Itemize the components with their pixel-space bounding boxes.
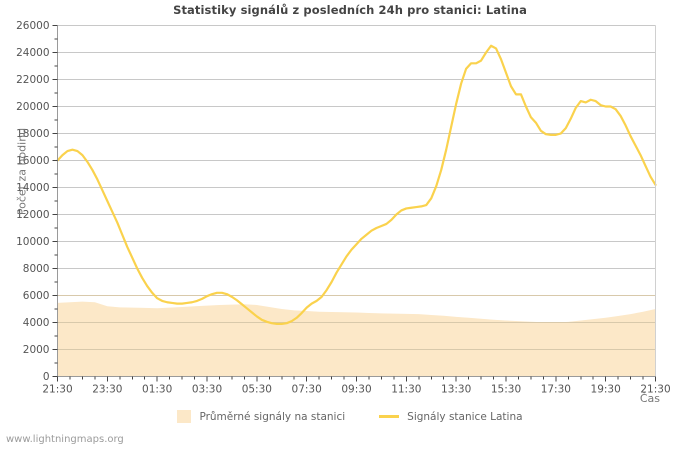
area-series-average-signals [57,295,656,377]
svg-text:03:30: 03:30 [192,384,222,396]
svg-text:14000: 14000 [16,182,49,194]
svg-text:26000: 26000 [16,20,49,32]
svg-text:2000: 2000 [23,344,50,356]
chart-title: Statistiky signálů z posledních 24h pro … [173,3,527,17]
y-axis-label: Počet za hodinu [15,127,29,216]
svg-text:20000: 20000 [16,101,49,113]
svg-text:24000: 24000 [16,47,49,59]
svg-text:12000: 12000 [16,209,49,221]
chart-legend: Průměrné signály na stanici Signály stan… [0,410,700,423]
svg-text:4000: 4000 [23,317,50,329]
legend-swatch-area-icon [177,410,192,423]
y-axis-ticks: 0 2000 4000 6000 8000 10000 12000 14000 16000 180… [16,20,58,383]
svg-text:10000: 10000 [16,236,49,248]
legend-item-station-latina[interactable]: Signály stanice Latina [379,410,523,423]
x-axis-label: Čas [639,392,660,405]
svg-text:13:30: 13:30 [441,384,471,396]
svg-text:05:30: 05:30 [242,384,272,396]
legend-item-average-signals[interactable]: Průměrné signály na stanici [177,410,345,423]
svg-text:18000: 18000 [16,128,49,140]
legend-label-average-signals: Průměrné signály na stanici [199,410,346,423]
legend-label-station-latina: Signály stanice Latina [407,410,523,423]
svg-text:22000: 22000 [16,74,49,86]
svg-text:21:30: 21:30 [42,384,72,396]
legend-swatch-line-icon [379,415,400,418]
line-series-station-latina [56,44,657,325]
svg-text:16000: 16000 [16,155,49,167]
svg-text:0: 0 [43,371,50,383]
svg-text:23:30: 23:30 [92,384,122,396]
svg-text:09:30: 09:30 [341,384,371,396]
svg-text:8000: 8000 [23,263,50,275]
svg-text:6000: 6000 [23,290,50,302]
svg-text:17:30: 17:30 [541,384,571,396]
x-axis-ticks: 21:30 23:30 01:30 03:30 05:30 07:30 09:30 11:30… [42,376,671,396]
svg-text:15:30: 15:30 [491,384,521,396]
svg-text:21:30: 21:30 [640,384,670,396]
svg-text:11:30: 11:30 [391,384,421,396]
svg-text:19:30: 19:30 [591,384,621,396]
svg-text:01:30: 01:30 [142,384,172,396]
svg-text:07:30: 07:30 [292,384,322,396]
footer-watermark: www.lightningmaps.org [6,434,124,445]
